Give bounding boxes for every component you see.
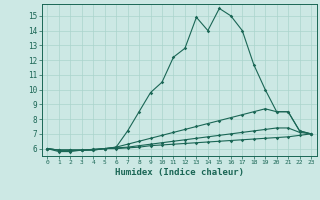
X-axis label: Humidex (Indice chaleur): Humidex (Indice chaleur) — [115, 168, 244, 177]
